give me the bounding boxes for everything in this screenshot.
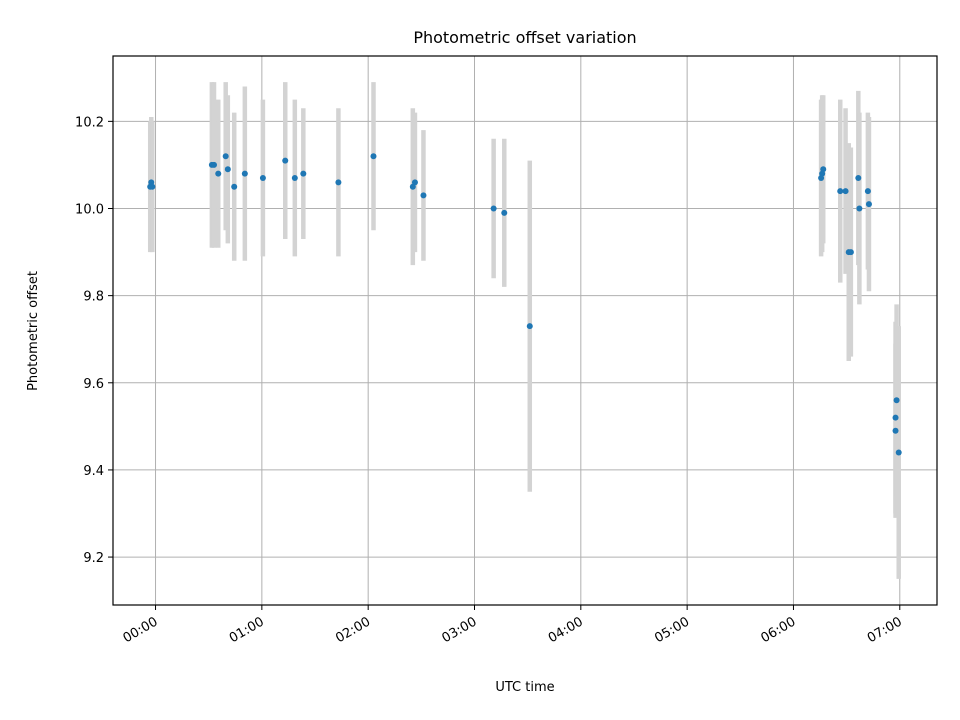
data-point bbox=[300, 170, 307, 177]
data-point bbox=[282, 157, 289, 164]
data-point bbox=[224, 166, 231, 173]
data-point bbox=[291, 175, 298, 181]
y-tick-label: 9.4 bbox=[83, 464, 104, 479]
plot-frame bbox=[112, 55, 938, 606]
y-tick-label: 10.0 bbox=[75, 203, 104, 218]
data-point bbox=[211, 161, 218, 168]
y-tick-label: 9.8 bbox=[83, 290, 104, 305]
y-axis-label: Photometric offset bbox=[26, 271, 41, 391]
gridlines bbox=[113, 56, 937, 605]
data-point bbox=[411, 179, 418, 186]
data-point bbox=[865, 201, 872, 208]
data-point bbox=[820, 166, 827, 173]
data-point bbox=[501, 209, 508, 216]
data-point bbox=[335, 179, 342, 186]
data-point bbox=[892, 427, 899, 434]
data-point bbox=[842, 188, 849, 195]
x-axis-label: UTC time bbox=[495, 680, 554, 695]
y-axis-ticks: 9.2 9.4 9.6 9.8 10.0 10.2 bbox=[75, 115, 113, 566]
data-point bbox=[855, 175, 862, 181]
data-point bbox=[526, 323, 533, 330]
data-point bbox=[241, 170, 248, 177]
data-point bbox=[837, 188, 844, 195]
data-point bbox=[215, 170, 222, 177]
data-point bbox=[490, 205, 497, 212]
data-point bbox=[222, 153, 229, 160]
data-point bbox=[149, 183, 156, 190]
data-point bbox=[895, 449, 902, 456]
data-point bbox=[231, 183, 238, 190]
data-point bbox=[847, 249, 854, 256]
data-points bbox=[147, 153, 902, 456]
y-tick-label: 9.6 bbox=[83, 377, 104, 392]
data-point bbox=[864, 188, 871, 195]
data-point bbox=[893, 397, 900, 404]
y-tick-label: 10.2 bbox=[75, 115, 104, 130]
data-point bbox=[856, 205, 863, 212]
data-point bbox=[420, 192, 427, 199]
data-point bbox=[892, 414, 899, 421]
data-point bbox=[370, 153, 377, 160]
data-point bbox=[259, 175, 266, 181]
y-tick-label: 9.2 bbox=[83, 551, 104, 566]
chart-title: Photometric offset variation bbox=[413, 28, 636, 47]
